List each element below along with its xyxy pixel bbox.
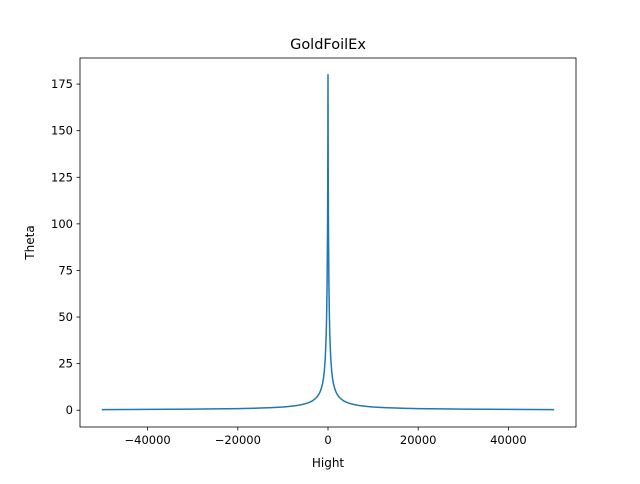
x-tick-label: −20000 <box>215 433 261 447</box>
plot-layer <box>101 74 555 411</box>
axes-layer: −40000 −20000 0 20000 40000 0 25 50 75 100 125 150 1… <box>51 57 577 447</box>
x-tick-label: 20000 <box>400 433 437 447</box>
chart-title: GoldFoilEx <box>290 37 366 53</box>
y-tick-label: 75 <box>58 263 73 277</box>
x-tick-label: 40000 <box>490 433 527 447</box>
y-axis-label: Theta <box>23 225 37 260</box>
y-tick-label: 150 <box>51 124 73 138</box>
y-tick-label: 100 <box>51 217 73 231</box>
y-tick-label: 50 <box>58 310 73 324</box>
y-tick-label: 125 <box>51 170 73 184</box>
y-tick-label: 25 <box>58 357 73 371</box>
x-axis-label: Hight <box>312 456 345 470</box>
x-tick-label: 0 <box>324 433 331 447</box>
y-tick-label: 175 <box>51 77 73 91</box>
y-tick-label: 0 <box>66 403 73 417</box>
series-line-0 <box>101 74 555 411</box>
x-tick-label: −40000 <box>125 433 171 447</box>
